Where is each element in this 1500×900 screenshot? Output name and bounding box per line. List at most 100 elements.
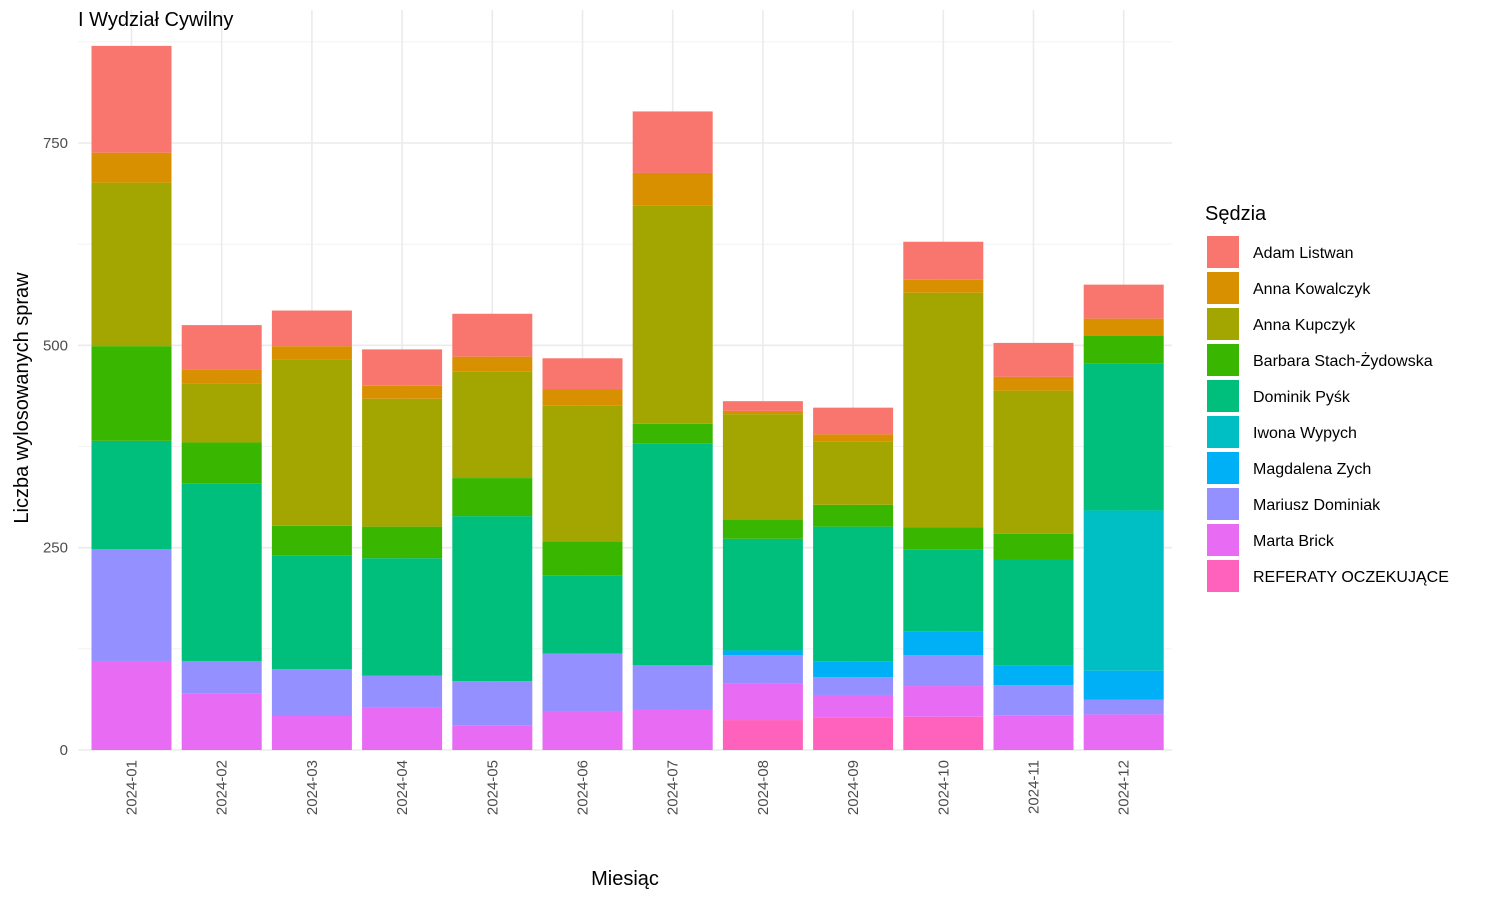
- legend-item-label: Magdalena Zych: [1253, 461, 1371, 478]
- y-tick-label: 750: [43, 135, 68, 152]
- x-tick-label: 2024-10: [935, 760, 952, 815]
- bar-segment: [903, 655, 984, 687]
- bar-segment: [722, 414, 803, 520]
- bar-segment: [722, 538, 803, 651]
- bar-segment: [362, 707, 443, 750]
- legend-item-label: Barbara Stach-Żydowska: [1253, 351, 1433, 370]
- x-tick-label: 2024-04: [394, 760, 411, 815]
- x-tick-label: 2024-12: [1116, 760, 1133, 815]
- x-tick-label: 2024-06: [575, 760, 592, 815]
- bar-segment: [1083, 318, 1164, 336]
- bar-segment: [1083, 670, 1164, 700]
- x-tick-label: 2024-03: [304, 760, 321, 815]
- legend-item-label: Adam Listwan: [1253, 245, 1354, 262]
- bar-segment: [362, 675, 443, 708]
- bar-segment: [181, 369, 262, 384]
- bar-segment: [362, 526, 443, 559]
- bar-segment: [271, 555, 352, 670]
- legend-item-label: Mariusz Dominiak: [1253, 497, 1381, 514]
- bar-segment: [271, 346, 352, 360]
- bar-segment: [181, 660, 262, 694]
- bar-segment: [632, 665, 713, 710]
- legend-swatch: [1207, 524, 1239, 556]
- bar-segment: [903, 241, 984, 280]
- bar-segment: [903, 279, 984, 293]
- bar-segment: [362, 385, 443, 399]
- bar-segment: [722, 519, 803, 539]
- y-axis-title: Liczba wylosowanych spraw: [11, 272, 33, 524]
- bar-segment: [722, 410, 803, 415]
- bar-segment: [632, 205, 713, 424]
- legend-swatch: [1207, 452, 1239, 484]
- bar-segment: [271, 359, 352, 526]
- y-tick-label: 500: [43, 337, 68, 354]
- bar-segment: [722, 655, 803, 684]
- y-axis-ticks: 0 250 500 750: [43, 135, 68, 759]
- bar-segment: [542, 389, 623, 406]
- legend-item-label: Anna Kupczyk: [1253, 317, 1356, 334]
- bar-segment: [181, 442, 262, 484]
- bar-segment: [722, 650, 803, 656]
- bar-segment: [91, 346, 172, 441]
- legend-item-label: Marta Brick: [1253, 533, 1335, 550]
- bar-segment: [271, 310, 352, 347]
- bar-segment: [181, 383, 262, 443]
- bar-segment: [993, 342, 1074, 377]
- legend-swatch: [1207, 380, 1239, 412]
- x-tick-label: 2024-02: [214, 760, 231, 815]
- bar-segment: [813, 407, 894, 435]
- bar-segment: [542, 405, 623, 542]
- bar-segment: [1083, 510, 1164, 671]
- bar-segment: [632, 111, 713, 173]
- bars-group: [91, 45, 1164, 750]
- bar-segment: [181, 483, 262, 661]
- bar-segment: [632, 443, 713, 666]
- bar-segment: [903, 716, 984, 750]
- bar-segment: [813, 504, 894, 527]
- bar-segment: [1083, 335, 1164, 364]
- bar-segment: [1083, 284, 1164, 319]
- legend-swatch: [1207, 308, 1239, 340]
- bar-segment: [903, 631, 984, 656]
- bar-segment: [993, 376, 1074, 391]
- bar-segment: [452, 516, 533, 682]
- bar-segment: [452, 681, 533, 726]
- x-tick-label: 2024-11: [1026, 760, 1043, 814]
- bar-segment: [903, 292, 984, 528]
- bar-segment: [993, 533, 1074, 559]
- bar-segment: [993, 715, 1074, 750]
- x-tick-label: 2024-07: [665, 760, 682, 815]
- bar-segment: [903, 686, 984, 717]
- bar-segment: [91, 660, 172, 750]
- bar-segment: [91, 440, 172, 550]
- legend-title: Sędzia: [1205, 203, 1267, 225]
- bar-segment: [181, 325, 262, 370]
- bar-segment: [813, 677, 894, 695]
- legend-swatch: [1207, 416, 1239, 448]
- bar-segment: [722, 720, 803, 750]
- bar-segment: [542, 541, 623, 576]
- bar-segment: [632, 709, 713, 750]
- legend-swatch: [1207, 344, 1239, 376]
- legend-swatch: [1207, 488, 1239, 520]
- bar-segment: [993, 685, 1074, 716]
- bar-segment: [542, 575, 623, 654]
- bar-segment: [813, 434, 894, 442]
- x-tick-label: 2024-01: [124, 760, 141, 815]
- bar-segment: [452, 725, 533, 750]
- bar-segment: [632, 172, 713, 206]
- bar-segment: [1083, 714, 1164, 750]
- x-tick-label: 2024-08: [755, 760, 772, 815]
- bar-segment: [271, 716, 352, 750]
- bar-segment: [362, 349, 443, 386]
- bar-segment: [1083, 363, 1164, 511]
- y-tick-label: 250: [43, 540, 68, 557]
- legend-swatch: [1207, 272, 1239, 304]
- x-tick-label: 2024-09: [845, 760, 862, 815]
- bar-segment: [271, 525, 352, 556]
- x-axis-ticks: 2024-01 2024-02 2024-03 2024-04 2024-05 2024-…: [124, 760, 1133, 815]
- bar-segment: [542, 711, 623, 750]
- bar-segment: [722, 683, 803, 721]
- bar-segment: [452, 478, 533, 517]
